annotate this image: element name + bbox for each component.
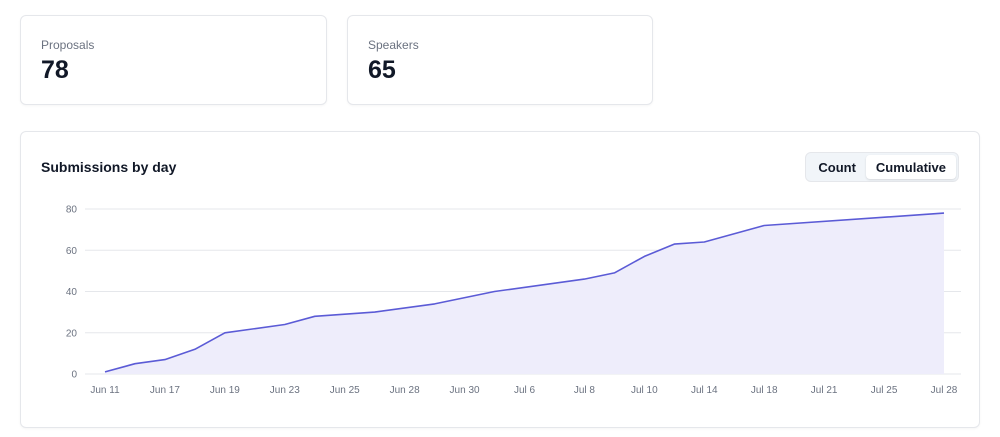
x-tick-label: Jun 11	[90, 385, 120, 396]
x-tick-label: Jun 17	[150, 385, 180, 396]
x-tick-label: Jul 8	[574, 385, 596, 396]
x-tick-label: Jun 19	[210, 385, 240, 396]
chart-mode-toggle: Count Cumulative	[805, 152, 959, 182]
y-tick-label: 80	[66, 205, 78, 216]
x-tick-label: Jul 21	[811, 385, 838, 396]
stat-card-speakers: Speakers 65	[347, 15, 653, 105]
submissions-chart-card: Submissions by day Count Cumulative 0 20 4…	[20, 131, 980, 428]
chart-title: Submissions by day	[41, 159, 177, 175]
stat-label-speakers: Speakers	[368, 38, 419, 52]
y-tick-label: 40	[66, 287, 78, 298]
x-tick-label: Jun 25	[330, 385, 360, 396]
stat-label-proposals: Proposals	[41, 38, 95, 52]
x-tick-label: Jun 28	[390, 385, 420, 396]
stat-value-proposals: 78	[41, 56, 69, 84]
y-tick-label: 0	[71, 370, 77, 381]
x-tick-label: Jun 23	[270, 385, 300, 396]
stat-value-speakers: 65	[368, 56, 396, 84]
stat-card-proposals: Proposals 78	[20, 15, 327, 105]
x-tick-label: Jul 18	[751, 385, 778, 396]
x-tick-label: Jul 10	[631, 385, 658, 396]
chart-line	[104, 212, 945, 373]
x-tick-label: Jul 6	[514, 385, 536, 396]
x-tick-label: Jul 25	[871, 385, 898, 396]
y-tick-label: 20	[66, 328, 78, 339]
count-toggle-button[interactable]: Count	[808, 155, 866, 179]
y-tick-label: 60	[66, 246, 78, 257]
cumulative-toggle-button[interactable]: Cumulative	[865, 155, 956, 179]
chart-area	[105, 213, 944, 374]
x-tick-label: Jul 28	[931, 385, 958, 396]
submissions-chart: 0 20 40 60 80 Jun 11 Jun 17 Jun 19 Jun 23 Jun 25 J…	[66, 205, 961, 396]
x-tick-label: Jun 30	[450, 385, 480, 396]
x-tick-label: Jul 14	[691, 385, 718, 396]
